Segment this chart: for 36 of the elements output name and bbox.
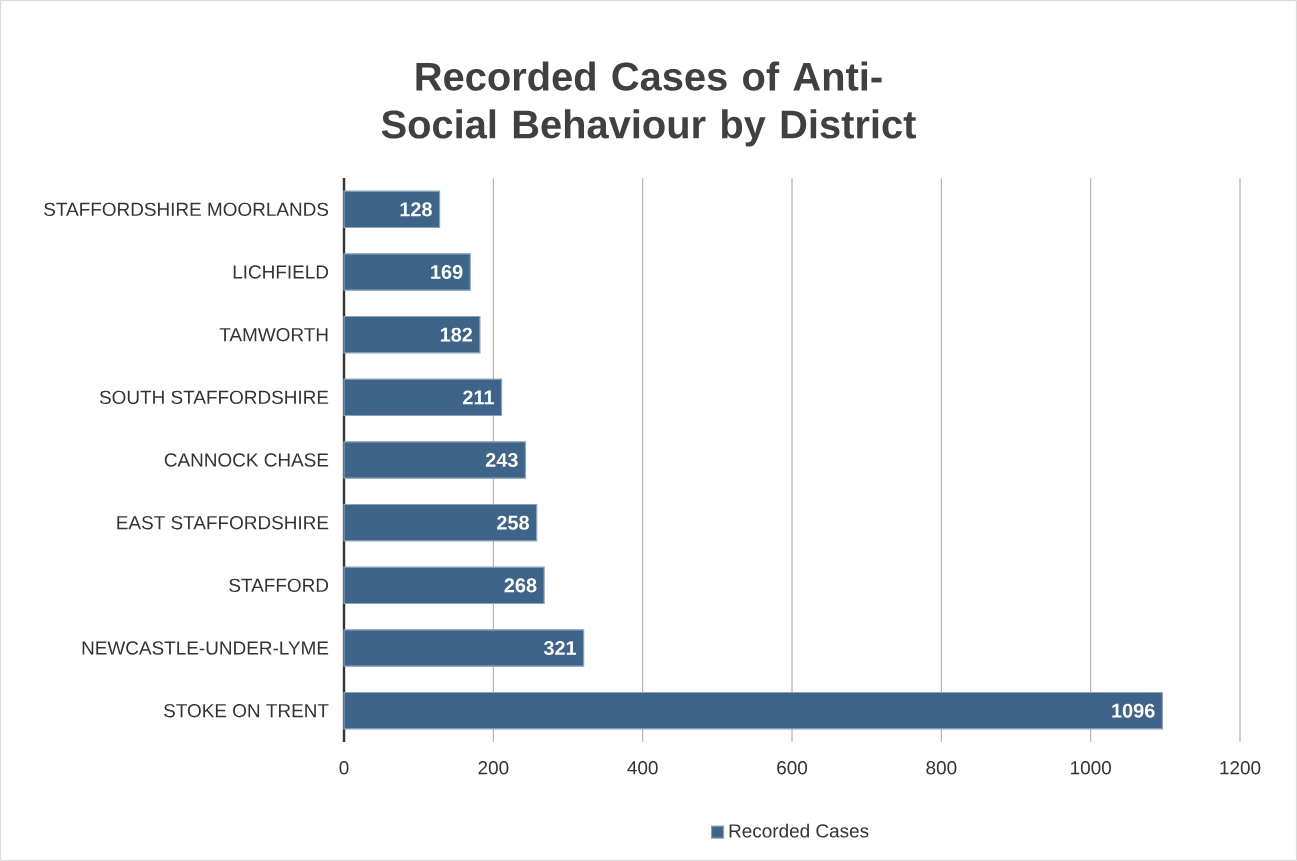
data-label: 169 [431,264,463,280]
bar [343,253,471,291]
data-label: 211 [463,390,494,405]
y-tick-label: EAST STAFFORDSHIRE [117,515,329,530]
x-tick-label: 1000 [1071,761,1111,775]
data-label: 243 [485,452,518,468]
y-tick-label: STAFFORDSHIRE MOORLANDS [44,202,329,217]
bar [343,315,481,354]
data-label: 268 [504,578,537,593]
x-tick-label: 1200 [1220,761,1261,775]
bar [343,566,545,605]
data-label: 321 [543,640,577,656]
x-tick-label: 0 [339,761,349,775]
x-tick-label: 800 [926,761,957,775]
y-tick-label: SOUTH STAFFORDSHIRE [99,390,329,405]
data-label: 258 [497,515,529,530]
data-label: 128 [400,202,432,217]
legend-label: Recorded Cases [729,823,869,838]
bar [343,629,585,667]
bar [343,190,441,229]
data-label: 182 [440,327,473,342]
y-tick-label: STAFFORD [229,578,329,593]
y-tick-label: TAMWORTH [219,327,328,342]
x-tick-label: 200 [478,761,509,775]
bar [343,378,503,417]
bar [343,503,538,542]
y-tick-label: LICHFIELD [233,265,329,279]
y-tick-label: STOKE ON TRENT [164,703,329,718]
y-tick-label: NEWCASTLE-UNDER-LYME [82,641,329,655]
x-tick-label: 600 [777,761,808,775]
y-tick-label: CANNOCK CHASE [164,453,329,467]
bar [343,691,1163,730]
x-tick-label: 400 [627,761,658,775]
chart-title: Recorded Cases of Anti-Social Behaviour by District [381,61,916,147]
bar [343,441,527,479]
data-label: 1096 [1112,703,1155,718]
